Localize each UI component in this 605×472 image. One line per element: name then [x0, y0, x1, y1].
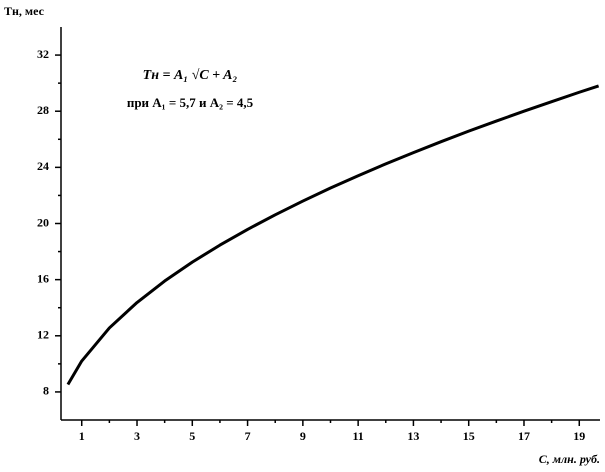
x-tick-label: 15	[463, 429, 475, 443]
x-tick-label: 17	[518, 429, 530, 443]
x-tick-label: 5	[189, 429, 195, 443]
y-axis-label: Tн, мес	[4, 4, 45, 18]
y-tick-label: 16	[37, 271, 49, 285]
y-tick-label: 28	[37, 103, 49, 117]
x-tick-label: 3	[134, 429, 140, 443]
x-tick-label: 19	[573, 429, 585, 443]
x-tick-label: 11	[352, 429, 363, 443]
y-tick-label: 20	[37, 215, 49, 229]
curve	[66, 84, 600, 386]
x-tick-label: 1	[79, 429, 85, 443]
y-tick-label: 24	[37, 159, 49, 173]
y-tick-label: 32	[37, 47, 49, 61]
x-tick-label: 13	[407, 429, 419, 443]
y-tick-label: 12	[37, 328, 49, 342]
formula: Tн = A₁ √C + A₂	[143, 68, 238, 83]
y-tick-label: 8	[43, 384, 49, 398]
x-axis-label: C, млн. руб.	[539, 452, 600, 466]
x-tick-label: 9	[300, 429, 306, 443]
formula-params: при A₁ = 5,7 и A₂ = 4,5	[127, 95, 254, 110]
x-tick-label: 7	[245, 429, 251, 443]
